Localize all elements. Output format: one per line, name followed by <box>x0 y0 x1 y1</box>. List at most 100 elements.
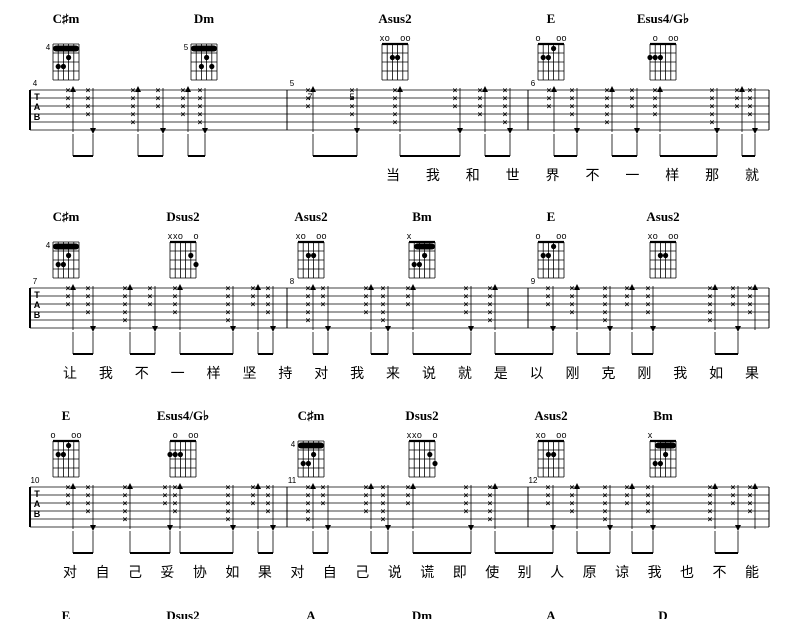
strum-x: × <box>381 292 386 301</box>
strum-x: × <box>570 110 575 119</box>
barre <box>298 442 324 449</box>
strum-x: × <box>364 284 369 293</box>
strum-up-arrow <box>177 284 183 290</box>
strum-x: × <box>156 94 161 103</box>
strum-x: × <box>306 316 311 325</box>
open-string-mark: o <box>561 430 566 440</box>
chord-diagram: Eo o o <box>535 209 567 279</box>
strum-x: × <box>306 300 311 309</box>
strum-x: × <box>66 499 71 508</box>
strum-x: × <box>86 499 91 508</box>
strum-x: × <box>393 110 398 119</box>
strum-up-arrow <box>127 483 133 489</box>
lyric-char: 和 <box>466 168 480 184</box>
strum-x: × <box>306 491 311 500</box>
lyric-char: 协 <box>193 565 207 581</box>
strum-x: × <box>350 102 355 111</box>
strum-x: × <box>708 308 713 317</box>
strum-down-arrow <box>650 326 656 332</box>
open-string-mark: o <box>76 430 81 440</box>
strum-x: × <box>393 94 398 103</box>
lyric-char: 是 <box>494 366 508 382</box>
strum-up-arrow <box>310 483 316 489</box>
strum-down-arrow <box>385 525 391 531</box>
strum-x: × <box>603 499 608 508</box>
lyric-char: 谅 <box>615 565 629 581</box>
strum-down-arrow <box>325 525 331 531</box>
lyric-char: 能 <box>745 565 759 581</box>
muted-string-mark: x <box>407 231 412 241</box>
lyric-char: 即 <box>453 565 467 581</box>
strum-x: × <box>66 292 71 301</box>
strum-x: × <box>251 499 256 508</box>
fret-number: 4 <box>291 440 296 449</box>
finger-dot <box>657 460 664 467</box>
finger-dot <box>540 252 546 259</box>
strum-x: × <box>86 491 91 500</box>
lyric-char: 我 <box>350 366 364 382</box>
strum-x: × <box>181 86 186 95</box>
strum-x: × <box>148 300 153 309</box>
lyric-char: 界 <box>546 168 560 184</box>
strum-x: × <box>570 86 575 95</box>
strum-x: × <box>393 118 398 127</box>
strum-x: × <box>748 300 753 309</box>
finger-dot <box>305 252 311 259</box>
chord-diagram: C♯m 4 <box>291 408 325 478</box>
chord-name: A <box>306 608 316 619</box>
strum-x: × <box>603 507 608 516</box>
strum-x: × <box>546 284 551 293</box>
strum-x: × <box>547 94 552 103</box>
lyric-char: 我 <box>673 366 687 382</box>
strum-x: × <box>364 483 369 492</box>
strum-x: × <box>748 94 753 103</box>
finger-dot <box>663 451 669 458</box>
strum-x: × <box>131 94 136 103</box>
fret-number: 4 <box>46 43 51 52</box>
strum-x: × <box>748 110 753 119</box>
strum-x: × <box>625 491 630 500</box>
finger-dot <box>551 451 557 458</box>
bar-number: 9 <box>531 277 536 286</box>
strum-x: × <box>625 292 630 301</box>
strum-x: × <box>603 491 608 500</box>
strum-x: × <box>708 483 713 492</box>
strum-down-arrow <box>752 128 758 134</box>
strum-up-arrow <box>492 284 498 290</box>
finger-dot <box>311 451 317 458</box>
tab-clef-letter: B <box>34 112 41 122</box>
lyric-char: 对 <box>314 366 328 382</box>
finger-dot <box>188 252 194 259</box>
strum-x: × <box>226 491 231 500</box>
chord-diagram: Dm 5 <box>184 11 218 81</box>
strum-x: × <box>748 483 753 492</box>
open-string-mark: o <box>173 430 178 440</box>
strum-x: × <box>406 300 411 309</box>
chord-diagram: C♯m 4 <box>46 11 80 81</box>
strum-x: × <box>251 284 256 293</box>
bar-number: 10 <box>31 476 40 485</box>
chord-name: A <box>546 608 556 619</box>
chord-name: Bm <box>412 209 432 224</box>
tab-clef-letter: A <box>34 300 41 310</box>
strum-x: × <box>306 94 311 103</box>
open-string-mark: o <box>556 33 561 43</box>
open-string-mark: o <box>321 231 326 241</box>
strum-x: × <box>364 300 369 309</box>
strum-x: × <box>625 499 630 508</box>
lyric-char: 坚 <box>242 366 256 382</box>
finger-dot <box>416 261 422 268</box>
strum-x: × <box>710 118 715 127</box>
strum-x: × <box>646 507 651 516</box>
strum-x: × <box>708 507 713 516</box>
strum-x: × <box>605 118 610 127</box>
strum-down-arrow <box>202 128 208 134</box>
strum-x: × <box>173 499 178 508</box>
strum-down-arrow <box>507 128 513 134</box>
strum-x: × <box>173 300 178 309</box>
lyric-char: 如 <box>225 565 239 581</box>
strum-x: × <box>131 86 136 95</box>
